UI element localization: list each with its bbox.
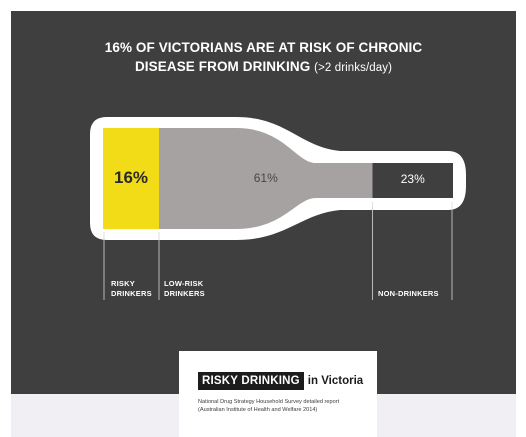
title-note: (>2 drinks/day) xyxy=(314,62,393,74)
logo-card: RISKY DRINKING in Victoria National Drug… xyxy=(179,351,377,437)
title-line-1: 16% OF VICTORIANS ARE AT RISK OF CHRONIC xyxy=(104,40,423,55)
logo-boxed-text: RISKY DRINKING xyxy=(198,372,304,390)
non-drinkers-label-line-1: NON-DRINKERS xyxy=(378,289,439,298)
title-line-2: DISEASE FROM DRINKING (>2 drinks/day) xyxy=(11,57,516,78)
risky-label-line-1: RISKY xyxy=(111,279,135,288)
source-line-1: National Drug Strategy Household Survey … xyxy=(198,399,340,405)
chart-title: 16% OF VICTORIANS ARE AT RISK OF CHRONIC… xyxy=(11,38,516,78)
low-risk-percent-label: 61% xyxy=(253,171,278,185)
risky-label-line-2: DRINKERS xyxy=(111,289,152,298)
low-risk-label-line-1: LOW-RISK xyxy=(164,279,204,288)
non-drinkers-label: NON-DRINKERS xyxy=(378,289,439,299)
logo-text: in Victoria xyxy=(307,375,364,387)
source-note: National Drug Strategy Household Survey … xyxy=(198,398,368,414)
risky-percent-label: 16% xyxy=(113,168,149,187)
low-risk-drinkers-label: LOW-RISK DRINKERS xyxy=(164,279,205,299)
risky-drinkers-label: RISKY DRINKERS xyxy=(111,279,152,299)
non-drinkers-percent-label: 23% xyxy=(400,172,425,186)
logo: RISKY DRINKING in Victoria xyxy=(198,371,363,391)
low-risk-label-line-2: DRINKERS xyxy=(164,289,205,298)
source-line-2: (Australian Institute of Health and Welf… xyxy=(198,407,318,413)
risky-segment xyxy=(103,128,160,229)
title-line-2-text: DISEASE FROM DRINKING xyxy=(134,59,311,74)
